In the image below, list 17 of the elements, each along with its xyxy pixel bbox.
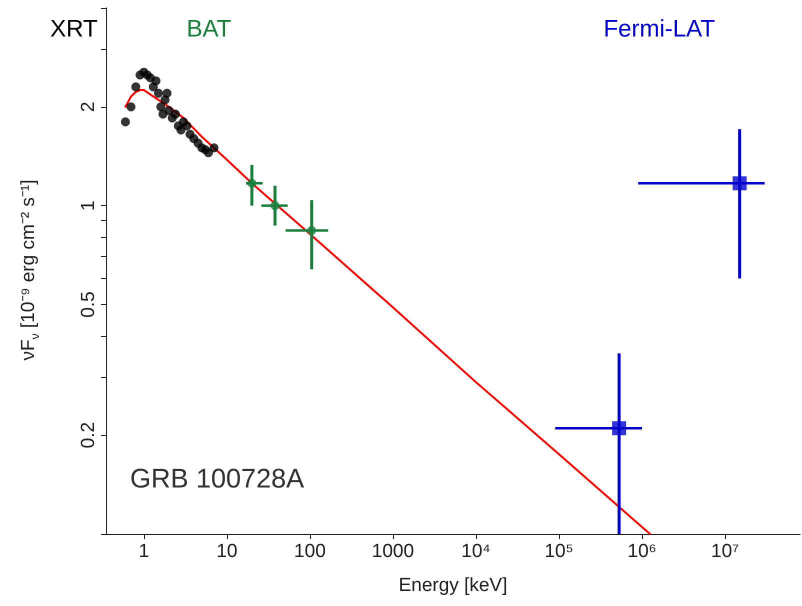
x-tick-label: 10⁷ xyxy=(711,541,740,562)
x-tick-label: 10⁵ xyxy=(544,541,574,562)
x-tick-label: 100 xyxy=(294,541,326,562)
x-tick-label: 10⁶ xyxy=(628,541,656,562)
y-tick-label: 0.2 xyxy=(78,422,99,448)
text: Fermi-LAT xyxy=(603,16,716,42)
x-tick-label: 10 xyxy=(216,541,238,562)
x-tick-label: 1000 xyxy=(372,541,414,562)
annotation: GRB 100728A xyxy=(130,464,304,494)
y-tick-label: 2 xyxy=(78,102,99,112)
text: BAT xyxy=(186,16,232,42)
y-tick-label: 0.5 xyxy=(78,291,99,318)
text: XRT xyxy=(50,16,98,42)
x-tick-label: 1 xyxy=(138,541,150,562)
x-axis-title: Energy [keV] xyxy=(398,575,508,596)
y-tick-label: 1 xyxy=(78,200,99,211)
x-tick-label: 10⁴ xyxy=(461,541,491,562)
